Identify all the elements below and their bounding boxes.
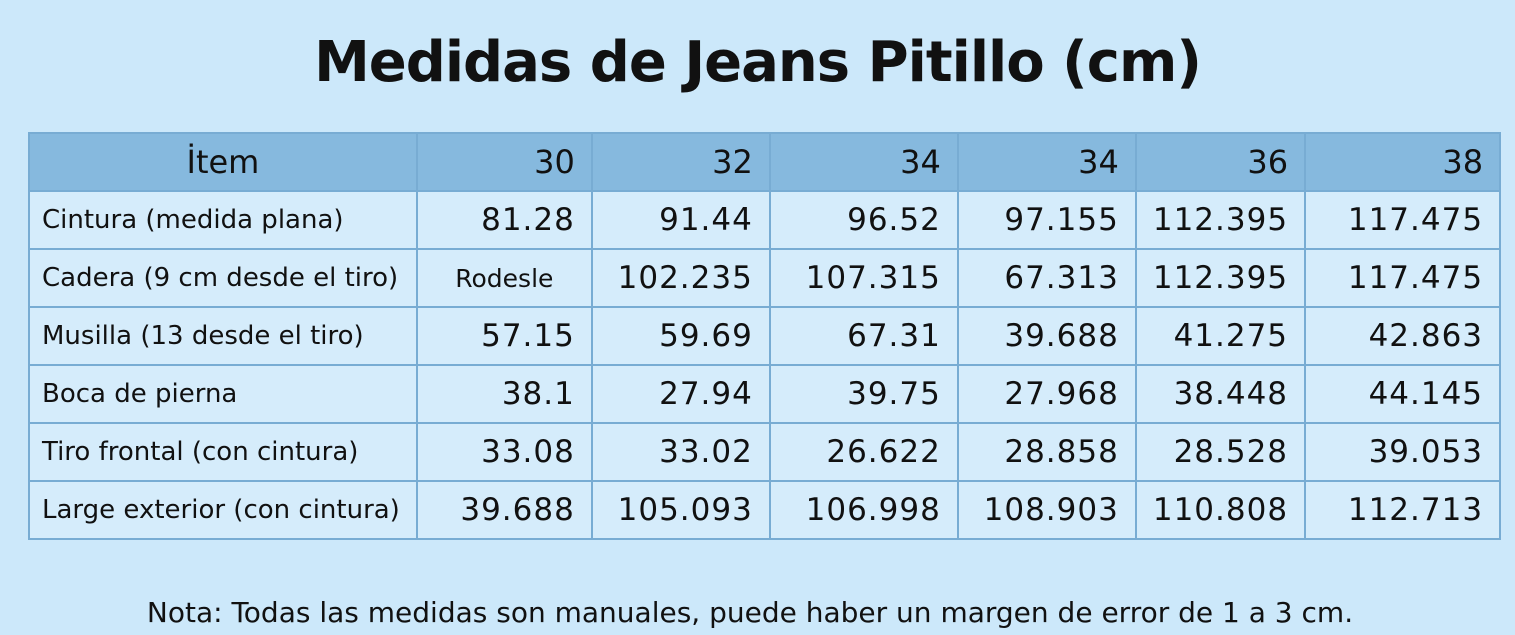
column-header: 38 [1304,132,1502,192]
table-cell: 39.688 [956,306,1137,366]
header-row: İtem 30 32 34 34 36 38 [28,132,1502,192]
table-row: Cadera (9 cm desde el tiro) Rodesle 102.23… [28,248,1502,308]
table-cell: 39.75 [768,364,959,424]
table-cell: 42.863 [1304,306,1502,366]
table-cell: 112.713 [1304,480,1502,540]
table-cell: 26.622 [768,422,959,482]
row-label: Cintura (medida plana) [28,190,418,250]
table-cell: 28.858 [956,422,1137,482]
table-cell: 44.145 [1304,364,1502,424]
column-header: 36 [1134,132,1307,192]
table-cell: 117.475 [1304,190,1502,250]
table-cell: 106.998 [768,480,959,540]
table-row: Large exterior (con cintura) 39.688 105.09… [28,480,1502,540]
table-cell: 96.52 [768,190,959,250]
table-cell: 97.155 [956,190,1137,250]
table-cell: 33.02 [590,422,771,482]
table-cell: 117.475 [1304,248,1502,308]
table-cell: 28.528 [1134,422,1307,482]
row-label: Boca de pierna [28,364,418,424]
table-cell: 59.69 [590,306,771,366]
row-label: Large exterior (con cintura) [28,480,418,540]
table-cell: 38.448 [1134,364,1307,424]
footnote: Nota: Todas las medidas son manuales, pu… [146,596,1354,629]
table-cell: 107.315 [768,248,959,308]
table-cell: 39.053 [1304,422,1502,482]
table-cell: 105.093 [590,480,771,540]
column-header: İtem [28,132,418,192]
column-header: 32 [590,132,771,192]
table-cell: 41.275 [1134,306,1307,366]
table-body: Cintura (medida plana) 81.28 91.44 96.52 97.… [28,190,1502,540]
table-cell: Rodesle [415,248,593,308]
table-cell: 110.808 [1134,480,1307,540]
table-row: Boca de pierna 38.1 27.94 39.75 27.968 38.448… [28,364,1502,424]
table-cell: 39.688 [415,480,593,540]
title: Medidas de Jeans Pitillo (cm) [314,30,1202,95]
column-header: 30 [415,132,593,192]
column-header: 34 [768,132,959,192]
table-row: Musilla (13 desde el tiro) 57.15 59.69 67.3… [28,306,1502,366]
table-cell: 33.08 [415,422,593,482]
table-cell: 112.395 [1134,190,1307,250]
table-cell: 67.31 [768,306,959,366]
table-cell: 112.395 [1134,248,1307,308]
table-cell: 57.15 [415,306,593,366]
measurement-table: İtem 30 32 34 34 36 38 Cintura (medida plana) 8… [28,132,1502,540]
table-cell: 108.903 [956,480,1137,540]
table-cell: 38.1 [415,364,593,424]
table-cell: 27.94 [590,364,771,424]
table-row: Tiro frontal (con cintura) 33.08 33.02 26.6… [28,422,1502,482]
table-cell: 102.235 [590,248,771,308]
row-label: Cadera (9 cm desde el tiro) [28,248,418,308]
column-header: 34 [956,132,1137,192]
table-cell: 67.313 [956,248,1137,308]
table-cell: 81.28 [415,190,593,250]
table-cell: 27.968 [956,364,1137,424]
table-cell: 91.44 [590,190,771,250]
row-label: Tiro frontal (con cintura) [28,422,418,482]
row-label: Musilla (13 desde el tiro) [28,306,418,366]
table-row: Cintura (medida plana) 81.28 91.44 96.52 97.… [28,190,1502,250]
